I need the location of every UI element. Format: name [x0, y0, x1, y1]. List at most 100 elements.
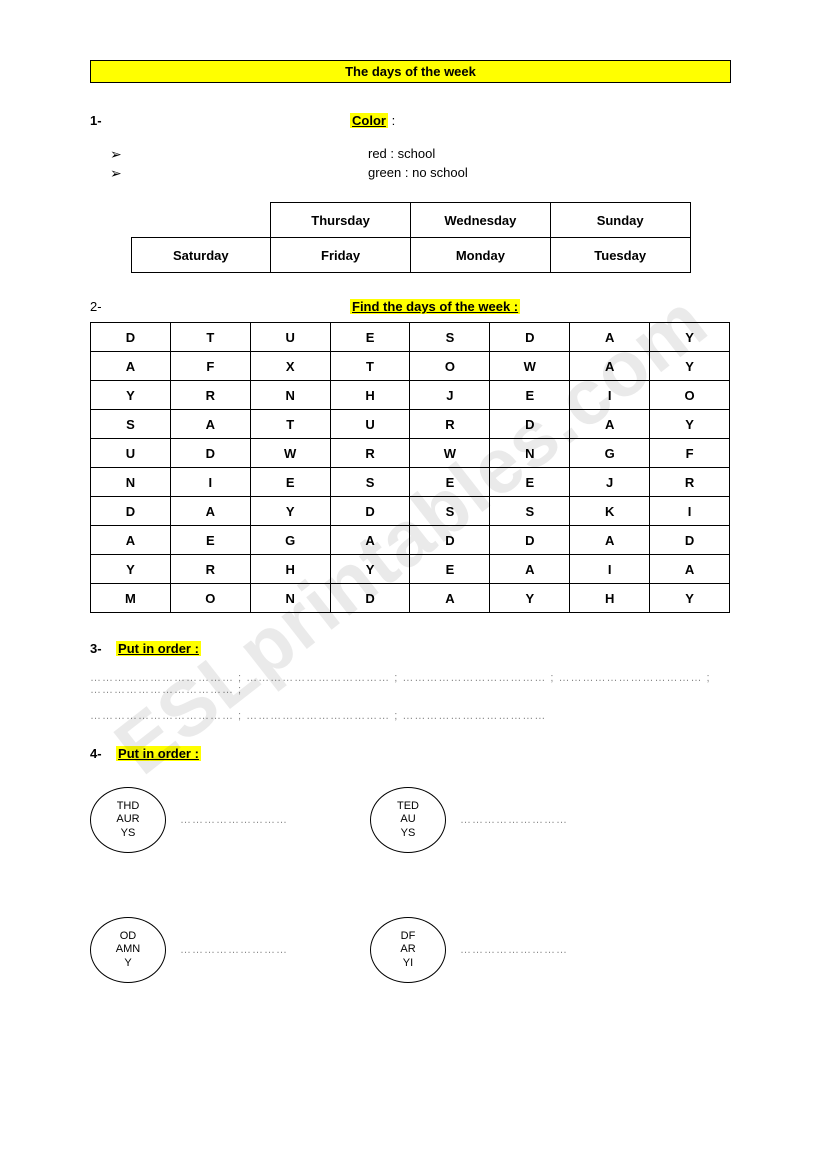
- dotted-line: ………………………: [180, 944, 288, 956]
- table-cell: Y: [650, 410, 730, 439]
- oval-line: YS: [121, 827, 136, 840]
- table-cell: T: [250, 410, 330, 439]
- dotted-line: ……………………………… ; ……………………………… ; ……………………………: [90, 672, 731, 696]
- days-table: Thursday Wednesday Sunday Saturday Frida…: [131, 202, 691, 273]
- table-cell: D: [91, 323, 171, 352]
- oval-line: TED: [397, 800, 419, 813]
- table-cell: G: [570, 439, 650, 468]
- section2-label: Find the days of the week :: [350, 299, 520, 314]
- table-cell: A: [170, 497, 250, 526]
- section3-number: 3-: [90, 641, 102, 656]
- oval-line: THD: [117, 800, 140, 813]
- table-cell: U: [330, 410, 410, 439]
- table-cell: Y: [650, 323, 730, 352]
- ovals-area: THDAURYS……………………… TEDAU YS ………………………ODAMNY……: [90, 787, 731, 1027]
- table-cell: F: [170, 352, 250, 381]
- table-cell: Wednesday: [410, 203, 550, 238]
- table-cell: Y: [490, 584, 570, 613]
- table-cell: S: [490, 497, 570, 526]
- table-cell: J: [410, 381, 490, 410]
- table-cell: E: [250, 468, 330, 497]
- table-cell: I: [650, 497, 730, 526]
- page-title: The days of the week: [90, 60, 731, 83]
- table-cell-empty: [131, 203, 271, 238]
- table-cell: D: [170, 439, 250, 468]
- table-cell: A: [570, 526, 650, 555]
- table-cell: E: [490, 468, 570, 497]
- table-cell: K: [570, 497, 650, 526]
- oval-block: ODAMNY………………………: [90, 917, 288, 983]
- table-cell: M: [91, 584, 171, 613]
- section1-item: red : school: [368, 146, 435, 163]
- table-cell: W: [490, 352, 570, 381]
- table-cell: Y: [91, 381, 171, 410]
- table-cell: D: [330, 497, 410, 526]
- table-cell: S: [410, 497, 490, 526]
- oval-line: AR: [400, 943, 415, 956]
- table-cell: R: [170, 555, 250, 584]
- table-row: AFXTOWAY: [91, 352, 730, 381]
- table-cell: Y: [650, 584, 730, 613]
- table-cell: A: [650, 555, 730, 584]
- table-cell: Saturday: [131, 238, 271, 273]
- table-cell: Tuesday: [550, 238, 690, 273]
- table-cell: D: [490, 410, 570, 439]
- table-cell: N: [490, 439, 570, 468]
- table-cell: Sunday: [550, 203, 690, 238]
- table-cell: H: [250, 555, 330, 584]
- table-cell: O: [170, 584, 250, 613]
- table-cell: S: [91, 410, 171, 439]
- table-cell: D: [650, 526, 730, 555]
- oval-block: THDAURYS………………………: [90, 787, 288, 853]
- oval-line: YI: [403, 957, 413, 970]
- table-cell: U: [91, 439, 171, 468]
- table-cell: G: [250, 526, 330, 555]
- table-cell: Monday: [410, 238, 550, 273]
- table-cell: N: [250, 381, 330, 410]
- table-cell: D: [490, 323, 570, 352]
- triangle-bullet-icon: ➢: [110, 165, 128, 182]
- table-cell: T: [330, 352, 410, 381]
- table-cell: A: [490, 555, 570, 584]
- table-cell: W: [410, 439, 490, 468]
- oval-line: AU: [400, 813, 415, 826]
- table-cell: Y: [91, 555, 171, 584]
- table-cell: W: [250, 439, 330, 468]
- table-cell: R: [650, 468, 730, 497]
- table-cell: Friday: [271, 238, 411, 273]
- table-cell: E: [490, 381, 570, 410]
- section1-label: Color: [350, 113, 388, 128]
- section1-colon: :: [392, 113, 396, 128]
- table-cell: A: [170, 410, 250, 439]
- table-cell: X: [250, 352, 330, 381]
- table-cell: I: [570, 555, 650, 584]
- table-cell: E: [410, 555, 490, 584]
- scramble-oval: DFARYI: [370, 917, 446, 983]
- table-cell: Thursday: [271, 203, 411, 238]
- table-row: YRNHJEIO: [91, 381, 730, 410]
- table-row: Thursday Wednesday Sunday: [131, 203, 690, 238]
- table-cell: N: [250, 584, 330, 613]
- table-cell: D: [330, 584, 410, 613]
- wordsearch-table: DTUESDAYAFXTOWAYYRNHJEIOSATURDAYUDWRWNGF…: [90, 322, 730, 613]
- table-cell: D: [91, 497, 171, 526]
- table-cell: A: [570, 410, 650, 439]
- table-cell: J: [570, 468, 650, 497]
- table-cell: R: [330, 439, 410, 468]
- section4-label: Put in order :: [116, 746, 201, 761]
- table-cell: U: [250, 323, 330, 352]
- table-cell: N: [91, 468, 171, 497]
- oval-line: OD: [120, 930, 137, 943]
- table-cell: Y: [250, 497, 330, 526]
- table-cell: Y: [650, 352, 730, 381]
- oval-line: AMN: [116, 943, 140, 956]
- table-cell: A: [570, 352, 650, 381]
- table-cell: A: [91, 526, 171, 555]
- table-cell: E: [410, 468, 490, 497]
- oval-block: DFARYI………………………: [370, 917, 568, 983]
- table-cell: E: [330, 323, 410, 352]
- table-cell: H: [330, 381, 410, 410]
- table-cell: O: [410, 352, 490, 381]
- table-row: AEGADDAD: [91, 526, 730, 555]
- table-cell: D: [490, 526, 570, 555]
